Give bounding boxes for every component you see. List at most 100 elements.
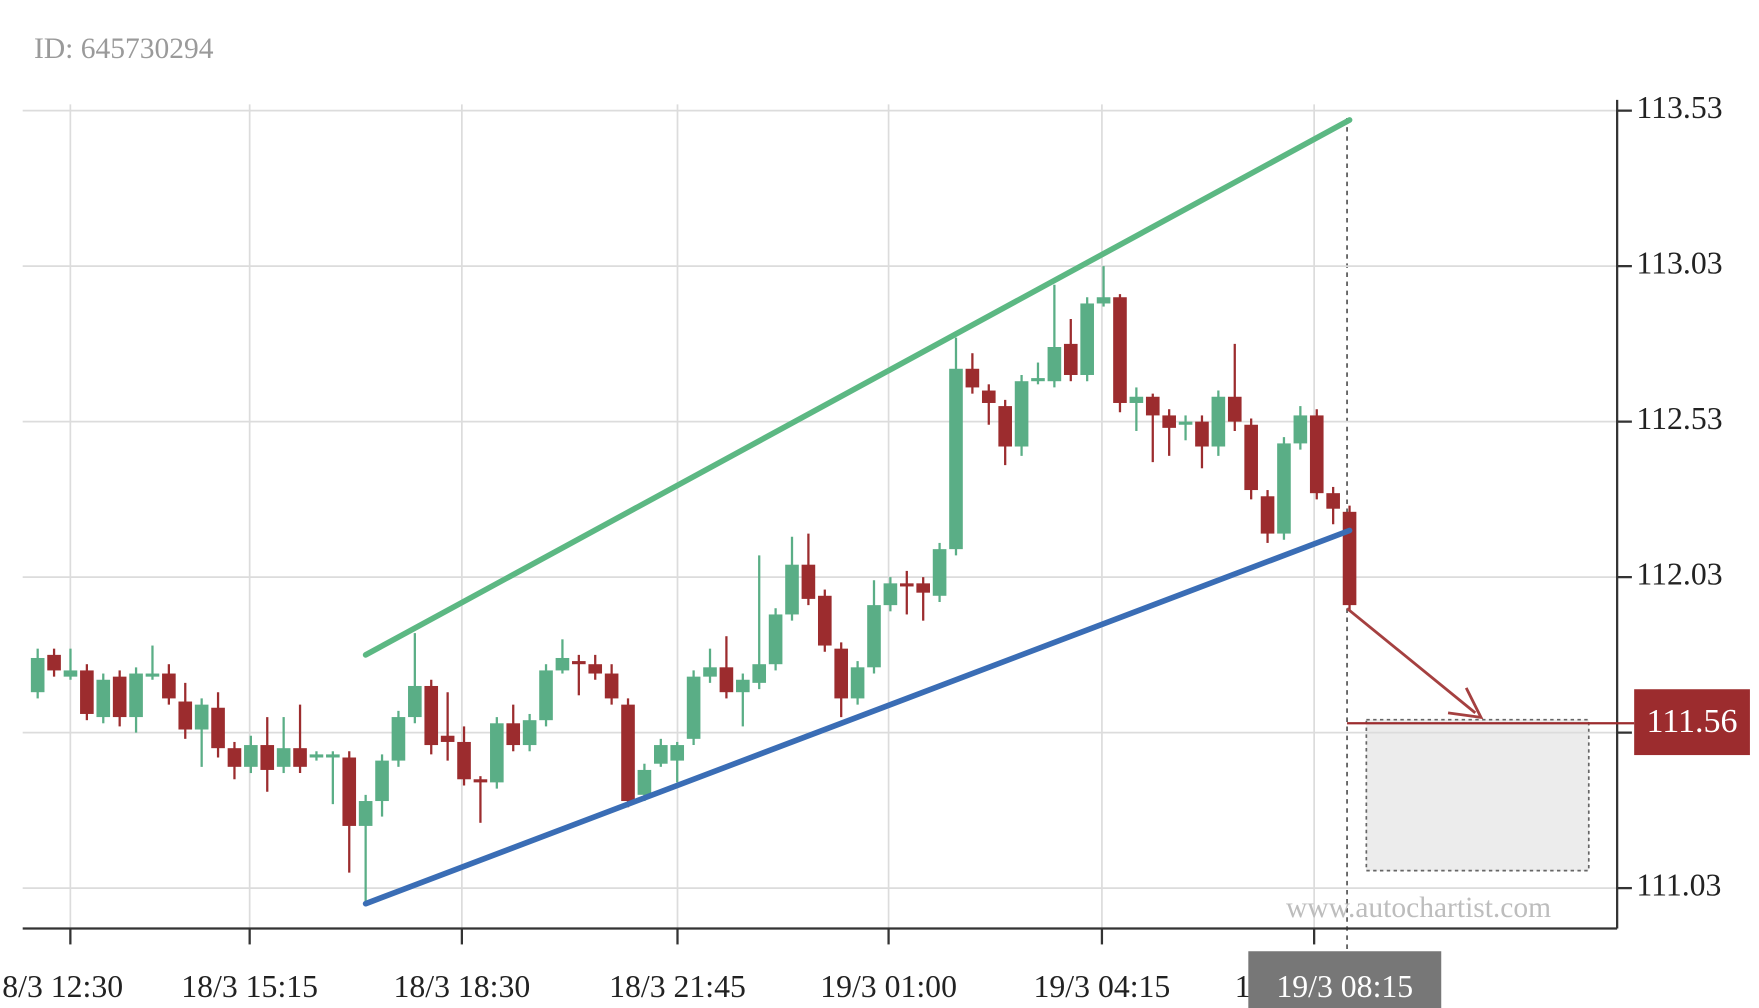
candle-body: [604, 673, 619, 699]
candle-body: [1047, 347, 1062, 382]
candle-body: [424, 685, 439, 746]
candle-body: [621, 704, 635, 802]
candle-body: [1260, 496, 1275, 534]
candle-body: [572, 661, 586, 665]
candle-body: [244, 745, 258, 767]
candle-body: [588, 664, 603, 674]
candle-body: [342, 757, 357, 826]
candle-body: [145, 673, 160, 677]
candle-body: [998, 406, 1012, 447]
candle-body: [850, 667, 865, 699]
candle-body: [47, 654, 61, 671]
candle-body: [867, 605, 881, 668]
x-tick-label: 18/3 15:15: [181, 969, 318, 1004]
trend-line: [362, 527, 1353, 907]
candle-body: [522, 720, 537, 746]
x-tick-label: 19/3 01:00: [820, 969, 957, 1004]
candle-body: [1211, 396, 1226, 447]
candle-body: [162, 673, 176, 699]
candle-body: [834, 648, 849, 699]
candle-body: [1129, 396, 1144, 403]
candle-body: [440, 735, 455, 742]
candle-body: [1326, 493, 1340, 509]
x-tick-label: 18/3 21:45: [609, 969, 746, 1004]
candle-body: [719, 667, 734, 693]
candle-body: [129, 673, 143, 718]
candle-body: [276, 748, 291, 767]
candle-body: [1244, 424, 1258, 491]
candle-body: [1145, 396, 1160, 416]
candle-body: [555, 657, 570, 671]
candle-body: [1014, 381, 1029, 447]
candle-body: [1113, 297, 1127, 403]
candle-body: [981, 390, 996, 403]
candle-body: [1227, 396, 1242, 422]
y-tick-label: 113.53: [1636, 90, 1722, 125]
candle-body: [916, 583, 931, 593]
current-time-box: [1248, 951, 1442, 1008]
candle-body: [801, 564, 816, 599]
candle-body: [965, 368, 980, 388]
x-tick-label: 19/3 04:15: [1034, 969, 1171, 1004]
candle-body: [686, 676, 701, 739]
candle-body: [785, 564, 799, 615]
candle-body: [227, 748, 242, 767]
candle-body: [506, 723, 521, 746]
candle-body: [768, 614, 783, 665]
candle-body: [194, 704, 209, 730]
chart-id: ID: 645730294: [34, 33, 214, 65]
candle-body: [80, 670, 94, 714]
marks: [22, 104, 1618, 929]
candle-body: [63, 670, 78, 677]
candle-body: [1342, 511, 1357, 606]
candle-body: [883, 583, 898, 606]
candle-body: [932, 549, 947, 596]
candle-body: [817, 595, 832, 646]
candle-body: [949, 368, 963, 550]
candle-body: [211, 707, 225, 749]
candle-body: [457, 741, 471, 780]
candle-body: [899, 583, 914, 587]
candle-body: [654, 745, 668, 764]
forecast-zone: [1365, 718, 1590, 872]
candle-body: [309, 754, 324, 758]
candle-body: [637, 769, 652, 795]
x-tick-label: 18/3 18:30: [393, 969, 530, 1004]
candle-body: [490, 723, 504, 783]
y-tick-label: 111.03: [1636, 867, 1721, 902]
candle-body: [1195, 421, 1209, 447]
y-tick-label: 112.53: [1636, 401, 1722, 436]
candle-body: [178, 701, 193, 730]
forecast-arrow: [1346, 607, 1477, 714]
current-time-label: 19/3 08:15: [1276, 969, 1413, 1004]
y-tick-label: 113.03: [1636, 245, 1722, 280]
candle-body: [260, 745, 275, 770]
candle-body: [96, 679, 111, 718]
candle-body: [1096, 297, 1111, 304]
candle-body: [326, 754, 340, 758]
watermark: www.autochartist.com: [1286, 892, 1551, 924]
candle-body: [670, 745, 685, 761]
candle-body: [293, 748, 307, 767]
candle-body: [112, 676, 127, 718]
candle-body: [1162, 415, 1176, 428]
candle-body: [1309, 415, 1324, 494]
candle-body: [1031, 378, 1045, 382]
y-tick-label: 112.03: [1636, 556, 1722, 591]
target-box: [1634, 689, 1750, 756]
candle-body: [30, 657, 45, 693]
candle-body: [735, 679, 750, 693]
candle-body: [703, 667, 717, 677]
trend-line: [362, 117, 1353, 658]
candle-body: [358, 801, 373, 826]
candle-body: [539, 670, 553, 721]
candle-body: [1080, 303, 1094, 375]
candle-body: [391, 717, 406, 761]
candle-body: [752, 664, 767, 683]
forecast-arrow-head: [1447, 687, 1484, 720]
candle-body: [375, 760, 389, 802]
x-tick-label: 1: [1235, 969, 1251, 1004]
candle-body: [1277, 443, 1291, 534]
candle-body: [1293, 415, 1308, 444]
